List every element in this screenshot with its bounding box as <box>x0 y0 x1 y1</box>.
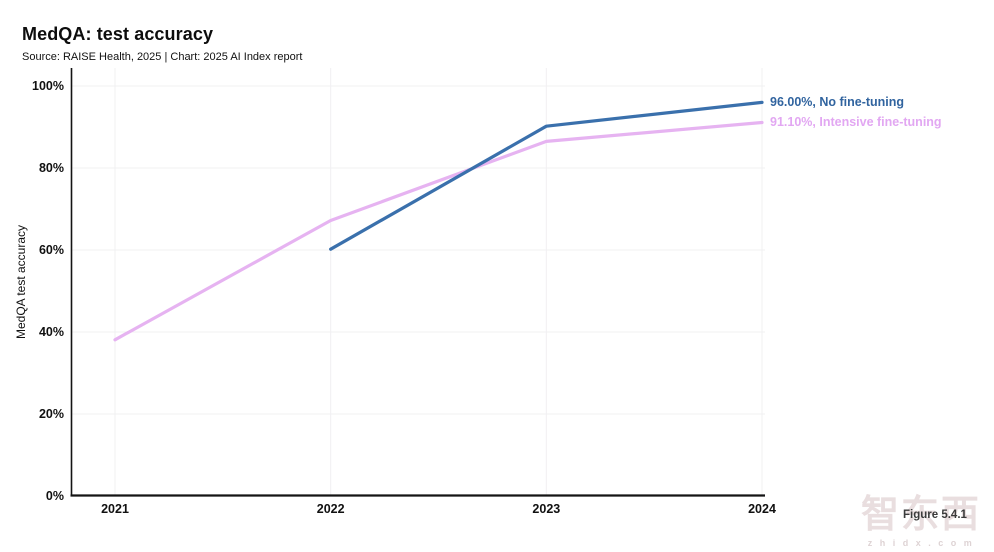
y-tick-label: 60% <box>38 243 64 257</box>
x-tick-label: 2022 <box>316 502 345 516</box>
zhidx-watermark: 智东西 z h i d x . c o m <box>850 494 992 548</box>
series-end-label-intensive-fine-tuning: 91.10%, Intensive fine-tuning <box>770 115 942 130</box>
series-line-intensive-fine-tuning <box>113 120 764 342</box>
vertical-gridlines <box>114 68 763 496</box>
x-tick-label: 2023 <box>532 502 561 516</box>
y-tick-label: 40% <box>38 325 64 339</box>
zhidx-domain-text: z h i d x . c o m <box>867 538 975 548</box>
y-tick-label: 0% <box>45 489 64 503</box>
y-tick-label: 20% <box>38 407 64 421</box>
series-line-no-fine-tuning <box>329 100 764 251</box>
figure-number-label: Figure 5.4.1 <box>903 509 967 521</box>
x-tick-label: 2024 <box>748 502 776 516</box>
horizontal-gridlines <box>71 85 765 415</box>
y-tick-label: 80% <box>38 161 64 175</box>
zhidx-logo: 智东西 <box>860 494 981 537</box>
series-end-label-no-fine-tuning: 96.00%, No fine-tuning <box>770 95 905 110</box>
chart-title: MedQA: test accuracy <box>22 24 214 44</box>
x-tick-label: 2021 <box>101 502 129 516</box>
chart-subtitle: Source: RAISE Health, 2025 | Chart: 2025… <box>22 51 303 63</box>
y-tick-label: 100% <box>32 79 64 93</box>
